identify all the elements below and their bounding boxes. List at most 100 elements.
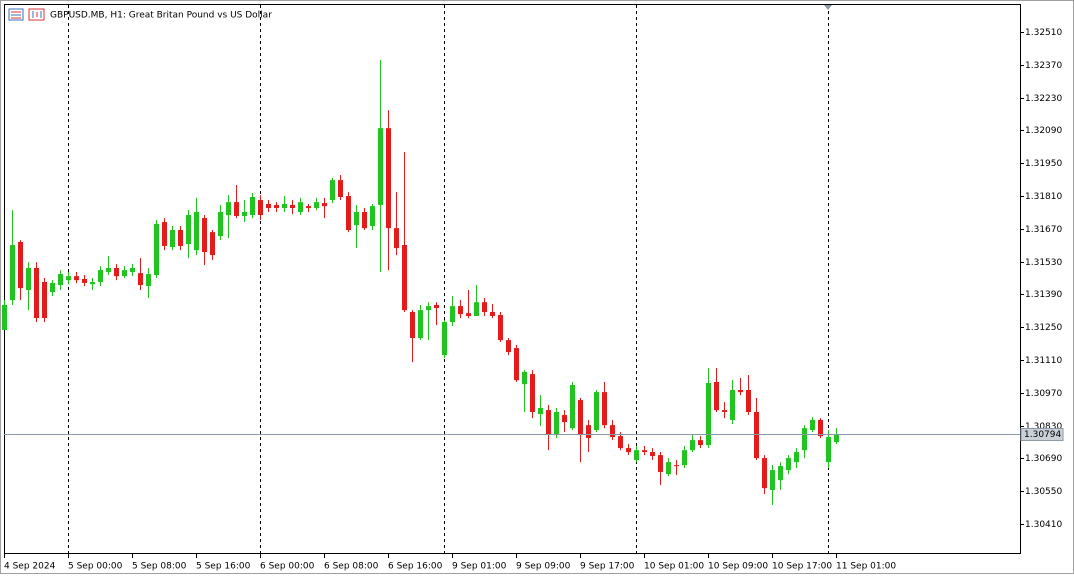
- y-tick-label: 1.31530: [1025, 258, 1062, 268]
- x-tick-label: 9 Sep 01:00: [452, 562, 507, 572]
- candle-body: [10, 245, 15, 301]
- x-tick-label: 10 Sep 09:00: [708, 562, 768, 572]
- candle-body: [282, 204, 287, 209]
- y-tick-label: 1.31110: [1025, 356, 1062, 366]
- candle-body: [746, 389, 751, 413]
- candle-body: [602, 392, 607, 426]
- candle-body: [202, 218, 207, 253]
- candle-body: [306, 206, 311, 209]
- candle-body: [226, 202, 231, 216]
- candle-body: [362, 211, 367, 229]
- candle-body: [826, 437, 831, 463]
- candle-body: [298, 202, 303, 212]
- candle-body: [754, 412, 759, 459]
- candle-body: [690, 440, 695, 451]
- y-tick-label: 1.30550: [1025, 487, 1062, 497]
- x-tick-label: 5 Sep 08:00: [132, 562, 187, 572]
- candle-body: [738, 389, 743, 393]
- candle-body: [474, 302, 479, 316]
- candle-body: [250, 196, 255, 216]
- candle-body: [714, 382, 719, 411]
- current-price-box: [1020, 428, 1064, 441]
- candle-body: [146, 274, 151, 286]
- candle-body: [234, 202, 239, 216]
- candle-body: [586, 425, 591, 439]
- candle-body: [562, 415, 567, 423]
- x-tick-label: 6 Sep 16:00: [388, 562, 443, 572]
- candle-body: [530, 374, 535, 413]
- candle-body: [314, 202, 319, 209]
- shift-marker: [824, 5, 832, 10]
- x-tick-label: 11 Sep 01:00: [836, 562, 896, 572]
- y-tick-label: 1.30410: [1025, 520, 1062, 530]
- current-price-label: 1.30794: [1024, 430, 1061, 440]
- candle-body: [810, 419, 815, 431]
- x-tick-label: 5 Sep 16:00: [196, 562, 251, 572]
- candle-body: [778, 466, 783, 481]
- candle-body: [58, 274, 63, 286]
- candle-body: [18, 241, 23, 289]
- candle-body: [634, 450, 639, 461]
- candle-body: [290, 204, 295, 209]
- candle-body: [482, 302, 487, 312]
- candle-body: [258, 200, 263, 216]
- candle-body: [394, 228, 399, 249]
- candle-body: [762, 458, 767, 489]
- x-tick-label: 6 Sep 08:00: [324, 562, 379, 572]
- candle-body: [458, 306, 463, 315]
- candle-body: [34, 267, 39, 319]
- candle-body: [618, 436, 623, 449]
- candle-body: [434, 304, 439, 309]
- candle-body: [386, 128, 391, 229]
- candle-body: [674, 465, 679, 467]
- candle-body: [2, 304, 7, 331]
- y-tick-label: 1.32230: [1025, 94, 1062, 104]
- candle-body: [66, 276, 71, 281]
- candle-body: [162, 222, 167, 246]
- candle-body: [426, 306, 431, 311]
- candle-body: [26, 267, 31, 290]
- x-tick-label: 10 Sep 01:00: [644, 562, 704, 572]
- candle-body: [514, 348, 519, 381]
- candle-body: [266, 204, 271, 209]
- y-tick-label: 1.31670: [1025, 225, 1062, 235]
- candle-body: [554, 412, 559, 435]
- header-icons: [8, 8, 45, 21]
- candle-body: [98, 270, 103, 283]
- candle-body: [122, 270, 127, 277]
- candle-body: [578, 400, 583, 435]
- candle-body: [170, 230, 175, 248]
- y-tick-label: 1.31390: [1025, 290, 1062, 300]
- candle-body: [322, 203, 327, 207]
- candle-body: [522, 371, 527, 385]
- candle-body: [114, 267, 119, 277]
- y-tick-label: 1.31810: [1025, 192, 1062, 202]
- candle-body: [178, 230, 183, 246]
- candle-body: [338, 180, 343, 197]
- candle-body: [682, 450, 687, 466]
- candle-body: [594, 392, 599, 431]
- candle-body: [50, 282, 55, 293]
- candle-body: [642, 450, 647, 453]
- x-tick-label: 10 Sep 17:00: [772, 562, 832, 572]
- candle-body: [794, 452, 799, 463]
- candle-body: [770, 470, 775, 490]
- candle-body: [698, 440, 703, 446]
- candle-body: [402, 245, 407, 311]
- y-tick-label: 1.31250: [1025, 323, 1062, 333]
- candle-body: [330, 180, 335, 201]
- candle-body: [82, 278, 87, 283]
- candle-body: [242, 211, 247, 216]
- candle-body: [490, 311, 495, 316]
- candle-body: [786, 458, 791, 471]
- candle-body: [506, 340, 511, 353]
- candle-body: [218, 211, 223, 237]
- candle-body: [658, 455, 663, 472]
- candle-body: [410, 311, 415, 338]
- candle-body: [138, 273, 143, 286]
- candle-body: [802, 428, 807, 451]
- y-tick-label: 1.32510: [1025, 28, 1062, 38]
- candle-body: [370, 206, 375, 227]
